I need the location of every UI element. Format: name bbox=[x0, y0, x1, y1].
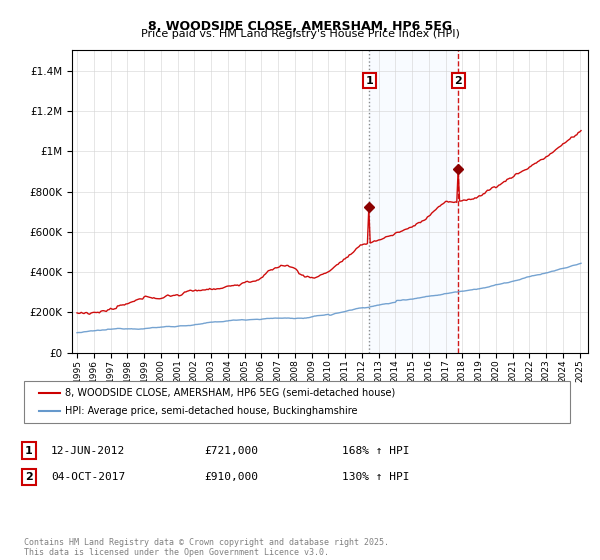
Text: 130% ↑ HPI: 130% ↑ HPI bbox=[342, 472, 409, 482]
Text: 1: 1 bbox=[365, 76, 373, 86]
Text: 8, WOODSIDE CLOSE, AMERSHAM, HP6 5EG: 8, WOODSIDE CLOSE, AMERSHAM, HP6 5EG bbox=[148, 20, 452, 32]
Text: 04-OCT-2017: 04-OCT-2017 bbox=[51, 472, 125, 482]
Text: 8, WOODSIDE CLOSE, AMERSHAM, HP6 5EG (semi-detached house): 8, WOODSIDE CLOSE, AMERSHAM, HP6 5EG (se… bbox=[65, 388, 395, 398]
Text: 12-JUN-2012: 12-JUN-2012 bbox=[51, 446, 125, 456]
Text: 168% ↑ HPI: 168% ↑ HPI bbox=[342, 446, 409, 456]
Text: £721,000: £721,000 bbox=[204, 446, 258, 456]
Text: Price paid vs. HM Land Registry's House Price Index (HPI): Price paid vs. HM Land Registry's House … bbox=[140, 29, 460, 39]
Text: 2: 2 bbox=[454, 76, 462, 86]
Text: 1: 1 bbox=[25, 446, 32, 456]
Text: HPI: Average price, semi-detached house, Buckinghamshire: HPI: Average price, semi-detached house,… bbox=[65, 406, 358, 416]
Text: 2: 2 bbox=[25, 472, 32, 482]
Text: £910,000: £910,000 bbox=[204, 472, 258, 482]
Bar bbox=[370, 50, 458, 353]
Text: Contains HM Land Registry data © Crown copyright and database right 2025.
This d: Contains HM Land Registry data © Crown c… bbox=[24, 538, 389, 557]
